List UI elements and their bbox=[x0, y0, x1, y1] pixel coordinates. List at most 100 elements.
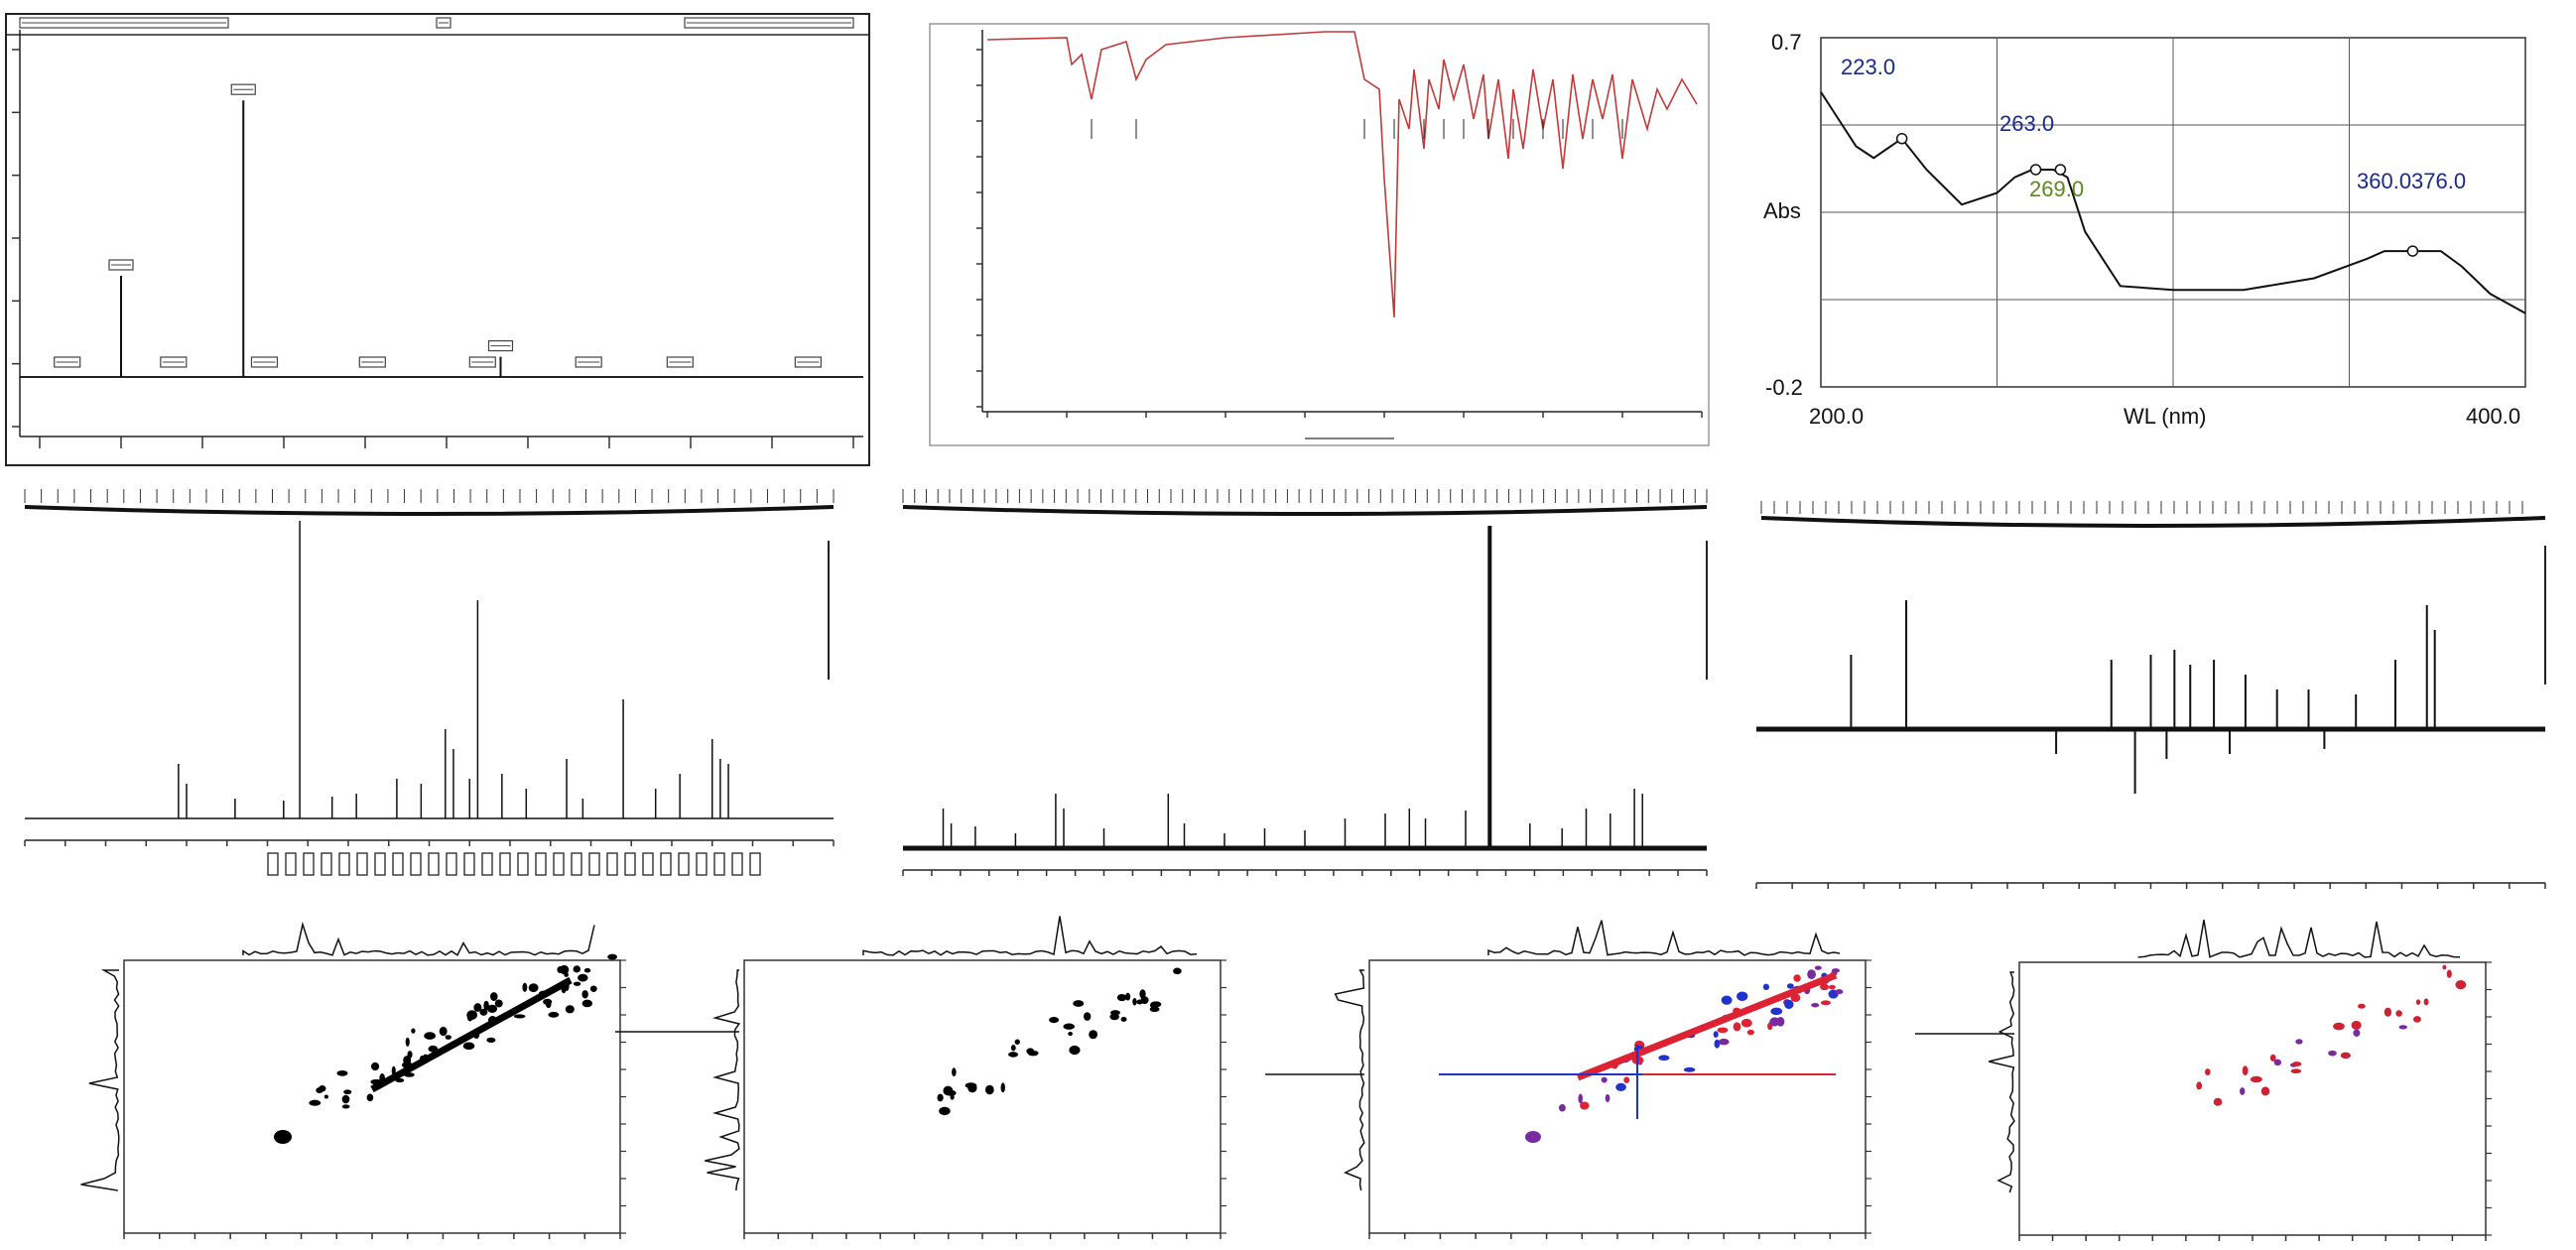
noesy-left-projection bbox=[1334, 969, 1365, 1191]
hsqc-cross-peak bbox=[2353, 1029, 2361, 1038]
1h-nmr-integral bbox=[678, 852, 690, 876]
noesy-cross-peak bbox=[1828, 984, 1836, 990]
1h-nmr-panel bbox=[20, 481, 863, 888]
hsqc-cross-peak bbox=[2273, 1059, 2282, 1065]
1h-nmr-integral bbox=[535, 852, 547, 876]
1h-nmr-integral bbox=[660, 852, 672, 876]
chromatogram-panel bbox=[0, 10, 873, 476]
noesy-cross-peak bbox=[1769, 1017, 1780, 1027]
cosy-cross-peak bbox=[486, 1037, 496, 1044]
cosy-cross-peak bbox=[316, 1087, 323, 1093]
1h-nmr-integral bbox=[428, 852, 440, 876]
uv-peak-label: 263.0 bbox=[1999, 111, 2054, 136]
noesy-cross-peak bbox=[1683, 1066, 1696, 1072]
1h-nmr-integral bbox=[696, 852, 708, 876]
hmbc-cross-peak bbox=[1089, 1030, 1098, 1040]
cosy-cross-peak bbox=[341, 1094, 350, 1104]
chromatogram-minor-label bbox=[575, 356, 602, 368]
1h-nmr-label-bracket bbox=[24, 505, 835, 516]
hmbc-cross-peak bbox=[1008, 1052, 1019, 1058]
hsqc-cross-peak bbox=[2290, 1068, 2302, 1074]
cosy-top-projection bbox=[242, 921, 595, 956]
cosy-panel bbox=[30, 893, 635, 1250]
ir-spectrum-svg bbox=[929, 23, 1710, 446]
dept-label-bracket bbox=[1760, 516, 2546, 528]
noesy-cross-peak bbox=[1784, 999, 1794, 1010]
chromatogram-minor-label bbox=[54, 356, 81, 368]
chromatogram-minor-label bbox=[666, 356, 694, 368]
noesy-cross-peak bbox=[1718, 1038, 1730, 1046]
cosy-cross-peak bbox=[370, 1062, 380, 1071]
hmbc-cross-peak bbox=[1014, 1039, 1020, 1045]
cosy-cross-peak bbox=[573, 981, 581, 986]
cosy-cross-peak bbox=[309, 1099, 322, 1106]
hmbc-cross-peak bbox=[937, 1093, 944, 1102]
hsqc-cross-peak bbox=[2415, 999, 2421, 1005]
hsqc-cross-peak bbox=[2358, 1003, 2366, 1009]
hsqc-cross-peak bbox=[2383, 1007, 2392, 1017]
1h-nmr-integral bbox=[642, 852, 654, 876]
cosy-cross-peak bbox=[548, 1011, 560, 1018]
cosy-cross-peak bbox=[583, 967, 591, 973]
hsqc-left-projection bbox=[1989, 971, 2015, 1193]
cosy-cross-peak bbox=[528, 983, 539, 993]
noesy-cross-peak bbox=[1835, 989, 1844, 995]
hsqc-cross-peak bbox=[2395, 1010, 2402, 1017]
chromatogram-minor-label bbox=[160, 356, 188, 368]
hsqc-cross-peak bbox=[2333, 1022, 2345, 1031]
1h-nmr-integral bbox=[446, 852, 457, 876]
dept-panel bbox=[1751, 486, 2565, 893]
1h-nmr-integral bbox=[606, 852, 618, 876]
noesy-cross-peak bbox=[1525, 1131, 1541, 1143]
hsqc-cross-peak bbox=[2295, 1039, 2303, 1045]
hsqc-panel bbox=[1915, 893, 2560, 1250]
chromatogram-peak-label bbox=[108, 259, 134, 271]
hsqc-cross-peak bbox=[2351, 1020, 2362, 1030]
cosy-cross-peak bbox=[573, 965, 581, 973]
hmbc-cross-peak bbox=[1109, 1013, 1119, 1021]
cosy-cross-peak bbox=[341, 1104, 350, 1109]
hsqc-cross-peak bbox=[2412, 1016, 2421, 1023]
ir-frame bbox=[929, 23, 1710, 446]
hsqc-cross-peak bbox=[2196, 1081, 2203, 1090]
1h-nmr-integral bbox=[713, 852, 725, 876]
cosy-cross-peak bbox=[489, 992, 498, 1001]
noesy-cross-peak bbox=[1658, 1055, 1670, 1062]
hmbc-left-projection bbox=[705, 969, 741, 1191]
hmbc-cross-peak bbox=[1073, 1000, 1085, 1007]
noesy-cross-peak bbox=[1601, 1076, 1608, 1083]
hsqc-cross-peak bbox=[2250, 1075, 2262, 1083]
noesy-cross-peak bbox=[1558, 1104, 1566, 1112]
hmbc-cross-peak bbox=[1049, 1017, 1060, 1024]
1h-nmr-integral bbox=[624, 852, 636, 876]
cosy-cross-peak bbox=[607, 953, 618, 960]
uv-peak-label: 360.0376.0 bbox=[2357, 169, 2466, 193]
noesy-cross-peak bbox=[1770, 1007, 1783, 1016]
cosy-cross-peak bbox=[513, 1014, 526, 1019]
hmbc-cross-peak bbox=[965, 1082, 977, 1089]
dept-svg bbox=[1755, 501, 2546, 889]
cosy-cross-peak bbox=[439, 1026, 448, 1037]
uv-ytick-bottom: -0.2 bbox=[1765, 375, 1803, 400]
1h-nmr-integral bbox=[499, 852, 511, 876]
hsqc-cross-peak bbox=[2340, 1052, 2351, 1060]
1h-nmr-integral bbox=[303, 852, 315, 876]
hsqc-cross-peak bbox=[2204, 1068, 2211, 1075]
hmbc-top-projection bbox=[862, 916, 1198, 956]
cosy-cross-peak bbox=[462, 1042, 475, 1051]
noesy-cross-peak bbox=[1580, 1101, 1590, 1110]
uv-peak-marker bbox=[2054, 164, 2067, 176]
hsqc-cross-peak bbox=[2328, 1050, 2337, 1057]
hmbc-cross-peak bbox=[952, 1067, 957, 1076]
noesy-cross-peak bbox=[1820, 1000, 1831, 1006]
hmbc-cross-peak bbox=[1150, 1001, 1159, 1009]
1h-nmr-integral bbox=[392, 852, 404, 876]
cosy-left-projection bbox=[80, 969, 120, 1191]
noesy-cross-peak bbox=[1721, 995, 1733, 1005]
noesy-svg bbox=[1265, 920, 1871, 1239]
cosy-cross-peak bbox=[581, 999, 593, 1008]
13c-nmr-panel bbox=[898, 481, 1722, 888]
noesy-cross-peak bbox=[1615, 1082, 1626, 1091]
cosy-cross-peak bbox=[545, 1000, 552, 1009]
1h-nmr-integral bbox=[267, 852, 279, 876]
